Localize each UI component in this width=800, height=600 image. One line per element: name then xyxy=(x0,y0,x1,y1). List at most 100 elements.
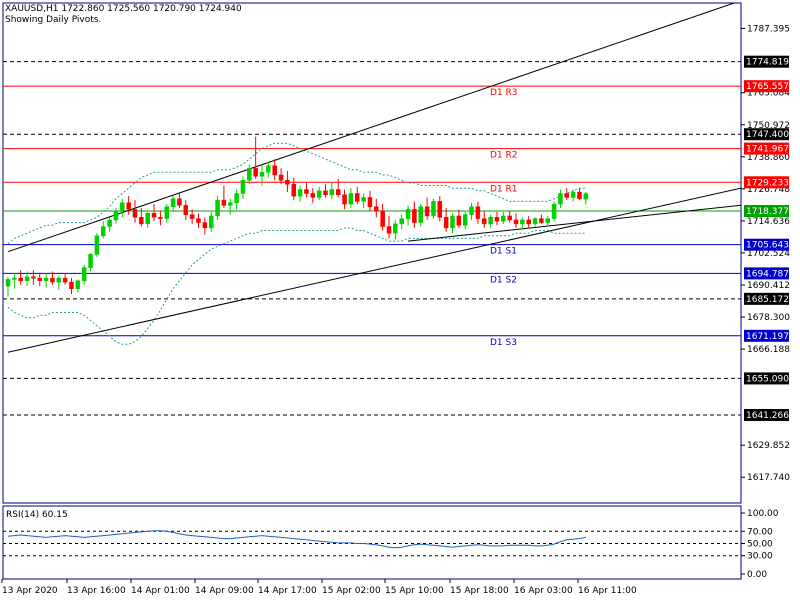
axis-price-box-label: 1655.090 xyxy=(746,374,789,384)
candle xyxy=(570,189,576,202)
time-tick-label: 15 Apr 02:00 xyxy=(322,586,381,596)
pivot-label: D1 S3 xyxy=(490,338,517,348)
candle-body xyxy=(62,277,68,283)
candle-body xyxy=(202,222,208,229)
axis-price-box-bg xyxy=(744,176,789,189)
candle xyxy=(120,198,125,218)
time-tick-label: 15 Apr 18:00 xyxy=(450,586,509,596)
axis-price-box-label: 1685.172 xyxy=(746,295,789,305)
candle-body xyxy=(228,202,233,206)
candle xyxy=(507,210,512,223)
candle-body xyxy=(170,198,176,207)
candle xyxy=(107,217,112,232)
candle xyxy=(583,191,589,205)
candle-body xyxy=(18,277,23,282)
candle-body xyxy=(183,205,189,215)
axis-price-box-label: 1747.400 xyxy=(746,130,789,140)
candle-body xyxy=(380,210,385,227)
candle xyxy=(18,270,23,285)
candle-body xyxy=(501,215,506,222)
candle-body xyxy=(81,267,87,282)
candle-body xyxy=(5,279,11,287)
main-panel-frame xyxy=(2,2,742,504)
candle-body xyxy=(526,219,531,225)
candle-body xyxy=(139,217,144,225)
axis-price-box-bg xyxy=(744,267,789,280)
candle-body xyxy=(577,191,582,200)
candle-body xyxy=(393,223,398,234)
candle xyxy=(62,274,68,285)
candle xyxy=(443,208,449,232)
candle xyxy=(393,219,398,240)
candle xyxy=(494,211,500,226)
candle-body xyxy=(177,198,182,206)
candle xyxy=(183,200,189,220)
candle-body xyxy=(234,193,239,203)
candle xyxy=(348,188,354,209)
axis-price-box-label: 1671.197 xyxy=(746,332,789,342)
candle-body xyxy=(24,276,30,282)
candle-body xyxy=(386,226,392,234)
candle-body xyxy=(399,218,404,225)
price-tick-label: 1617.740 xyxy=(747,473,790,483)
axis-price-box: 1655.090 xyxy=(744,372,789,385)
candle-body xyxy=(513,219,519,225)
candle-body xyxy=(475,206,481,219)
axis-price-box: 1729.233 xyxy=(744,176,789,189)
candle-body xyxy=(462,214,468,226)
candle-body xyxy=(482,218,487,225)
trendline xyxy=(407,204,741,242)
candle-body xyxy=(583,193,589,200)
candle-body xyxy=(266,165,271,173)
candle-body xyxy=(132,209,138,218)
time-tick-label: 13 Apr 16:00 xyxy=(67,586,126,596)
candle-body xyxy=(348,193,354,205)
candle-body xyxy=(545,218,550,223)
candle xyxy=(145,211,150,228)
time-tick-label: 16 Apr 11:00 xyxy=(578,586,637,596)
candle xyxy=(482,210,487,228)
price-tick-label: 1629.852 xyxy=(747,441,790,451)
axis-price-box-label: 1705.643 xyxy=(746,241,789,251)
candle-body xyxy=(94,235,100,255)
axis-price-box-bg xyxy=(744,292,789,305)
rsi-line xyxy=(7,530,586,549)
candle-body xyxy=(456,215,462,226)
axis-price-box: 1718.377 xyxy=(744,204,789,217)
axis-price-box-label: 1641.266 xyxy=(746,411,789,421)
candle xyxy=(151,204,157,222)
candle-body xyxy=(310,193,316,198)
candle-body xyxy=(145,213,150,225)
candle xyxy=(456,209,462,228)
candle-body xyxy=(551,203,557,219)
price-tick-label: 1690.412 xyxy=(747,281,790,291)
candle-body xyxy=(259,172,265,177)
axis-price-box: 1705.643 xyxy=(744,238,789,251)
axis-price-box-label: 1774.819 xyxy=(746,58,789,68)
candle-body xyxy=(120,202,125,211)
candle xyxy=(431,198,436,219)
axis-price-box: 1694.787 xyxy=(744,267,789,280)
candle-body xyxy=(221,199,227,206)
time-tick-label: 14 Apr 09:00 xyxy=(195,586,254,596)
main-plot-area: D1 R3 D1 R2 D1 R1 D1 S1 D1 S2 D1 S3 xyxy=(3,3,741,416)
candle xyxy=(577,188,582,201)
candle xyxy=(361,193,366,209)
candle-body xyxy=(158,217,163,219)
candle-body xyxy=(367,197,373,207)
axis-price-box: 1671.197 xyxy=(744,329,789,342)
candle-body xyxy=(374,206,379,211)
candle xyxy=(12,272,17,289)
candle-body xyxy=(431,201,436,217)
candle xyxy=(158,210,163,226)
price-tick-label: 1666.188 xyxy=(747,345,790,355)
candle-body xyxy=(558,193,563,205)
candle-body xyxy=(443,217,449,229)
candle xyxy=(56,275,62,291)
rsi-title: RSI(14) 60.15 xyxy=(6,510,68,520)
axis-price-box: 1741.967 xyxy=(744,142,789,155)
candle-body xyxy=(56,277,62,283)
candle-body xyxy=(450,215,455,229)
axis-price-box-bg xyxy=(744,204,789,217)
candle xyxy=(272,159,277,181)
